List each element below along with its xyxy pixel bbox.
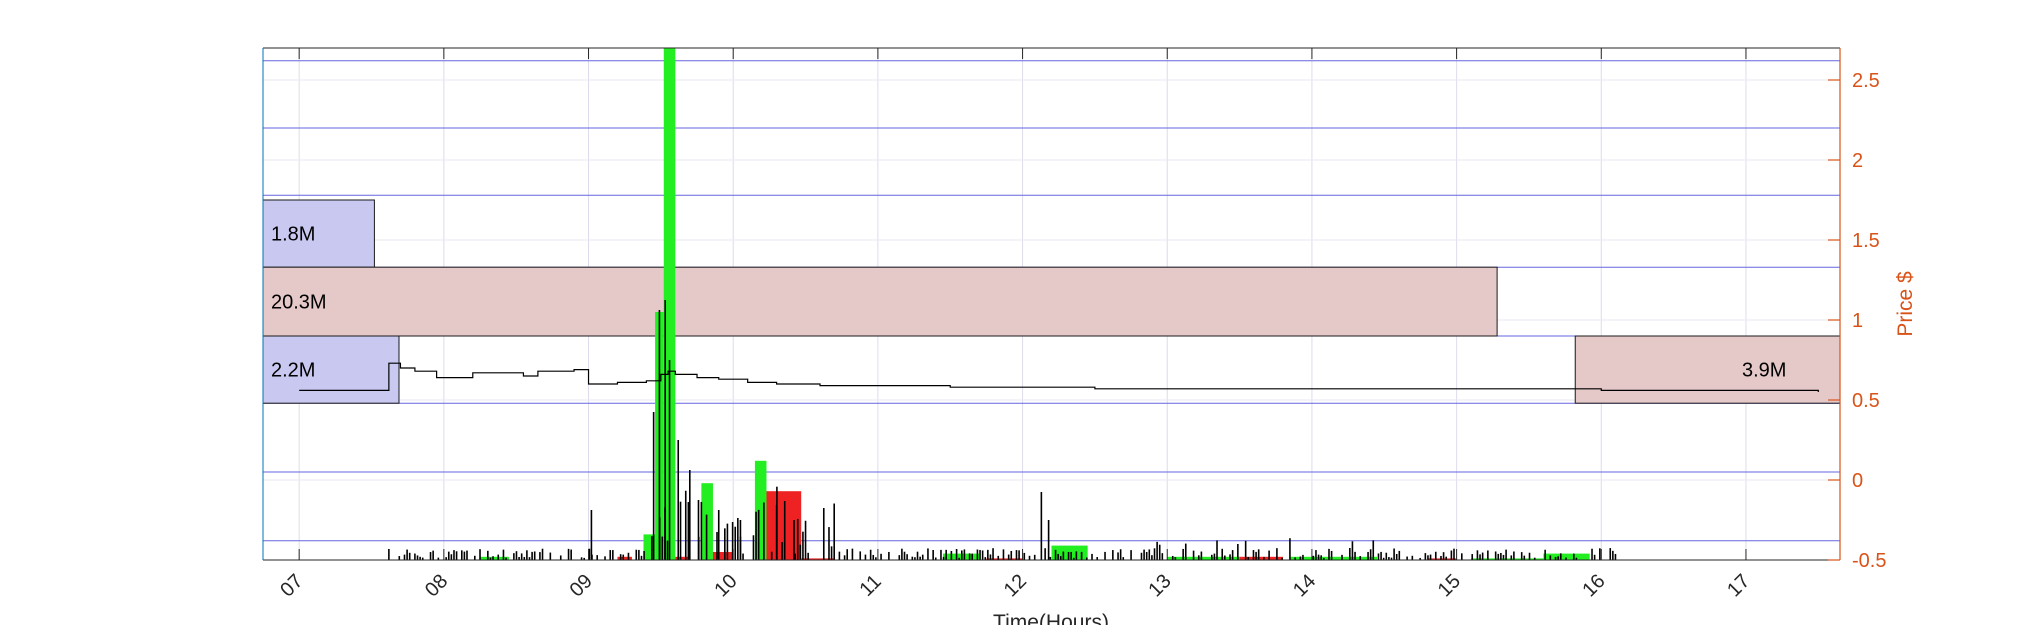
x-tick-label: 15 [1434,570,1465,601]
volume-bar-up [1290,556,1378,560]
x-axis-title: Time(Hours) [993,611,1109,625]
volume-bar-down [617,556,632,560]
volume-box-label: 20.3M [271,292,327,314]
volume-bar-up [1167,556,1240,560]
y-tick-label: 2 [1852,150,1863,172]
volume-box-label: 1.8M [271,224,315,246]
y-tick-label: 0.5 [1852,390,1880,412]
volume-box-label: 3.9M [1742,360,1786,382]
volume-box-buy [262,199,375,268]
y-tick-label: 1.5 [1852,230,1880,252]
x-tick-label: 13 [1144,570,1175,601]
volume-bar-up [1471,558,1544,560]
volume-box-label: 2.2M [271,360,315,382]
y-tick-label: 2.5 [1852,70,1880,92]
x-tick-label: 17 [1723,570,1754,601]
volume-bar-down [1427,558,1457,560]
volume-bar-down [712,552,734,560]
x-tick-label: 10 [710,570,741,601]
x-tick-label: 12 [1000,570,1031,601]
volume-bar-up [663,48,676,560]
volume-profile-boxes [262,199,1841,404]
x-tick-label: 11 [856,571,886,601]
volume-bar-down [1239,556,1283,560]
box-labels: 1.8M 20.3M 2.2M 3.9M [271,224,1786,382]
y-tick-label: -0.5 [1852,550,1886,572]
volume-bar-down [801,558,835,560]
x-tick-label: 09 [566,570,597,601]
x-tick-label: 07 [276,570,307,601]
price-line [299,362,1819,392]
volume-bar-down [986,558,1023,560]
y-tick-label: 1 [1852,310,1863,332]
volume-bar-up [754,460,767,560]
volume-bar-up [1543,553,1590,560]
x-tick-label: 16 [1578,570,1609,601]
volume-bar-up [480,556,509,560]
y-axis-title: Price $ [1894,271,1917,337]
volume-box-sell [262,266,1498,337]
x-tick-label: 14 [1289,570,1320,601]
volume-box-sell [1574,335,1841,404]
x-tick-label: 08 [421,570,452,601]
volume-bar-down [675,556,690,560]
volume-bar-down [766,491,802,560]
price-series [299,362,1819,392]
axes [262,47,1841,561]
y-tick-label: 0 [1852,470,1863,492]
volume-bar-up [643,534,656,560]
